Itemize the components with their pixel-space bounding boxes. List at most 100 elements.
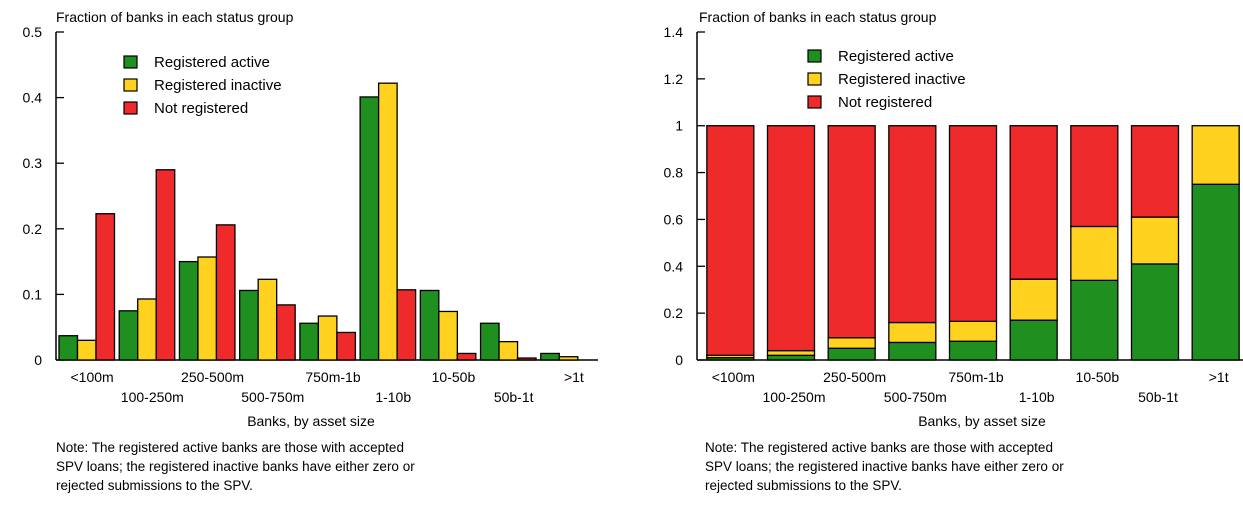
- bar: [76, 339, 97, 361]
- bar-segment: [1009, 319, 1058, 361]
- bar: [197, 256, 218, 361]
- legend-label: Not registered: [838, 94, 932, 111]
- x-tick-label: >1t: [564, 369, 584, 385]
- y-tick-label: 0.8: [664, 165, 684, 181]
- bar-segment: [948, 340, 998, 361]
- grouped-bar-chart: Fraction of banks in each status group 0 0…: [23, 9, 598, 429]
- x-tick-label: 50b-1t: [494, 389, 534, 405]
- x-tick-label: 50b-1t: [1138, 389, 1178, 405]
- bar-segment: [1009, 125, 1058, 280]
- bar: [95, 213, 116, 361]
- legend-swatch: [123, 78, 138, 92]
- bar-segment: [1070, 125, 1119, 228]
- x-tick-label: 500-750m: [884, 389, 947, 405]
- bar: [317, 315, 338, 361]
- bar: [540, 352, 560, 361]
- y-tick-label: 0.1: [23, 286, 43, 302]
- x-tick-label: 100-250m: [121, 389, 184, 405]
- bar-segment: [766, 354, 816, 361]
- y-tick-label: 0.2: [664, 305, 684, 321]
- x-tick-label: 250-500m: [181, 369, 244, 385]
- legend-swatch: [123, 55, 138, 69]
- bar-segment: [766, 349, 816, 356]
- bar-segment: [1009, 278, 1058, 321]
- chart-note: Note: The registered active banks are th…: [705, 440, 1064, 493]
- x-tick-label: 10-50b: [1076, 369, 1120, 385]
- stacked-bar-chart: Fraction of banks in each status group 0 0…: [664, 9, 1243, 429]
- bar: [377, 82, 398, 361]
- bar: [239, 289, 259, 361]
- bar-segment: [948, 320, 998, 342]
- y-tick-label: 1.4: [664, 24, 684, 40]
- y-tick-label: 0.3: [23, 155, 43, 171]
- x-tick-label: 250-500m: [823, 369, 886, 385]
- x-tick-label: 500-750m: [241, 389, 304, 405]
- x-tick-label: <100m: [712, 369, 755, 385]
- legend-label: Not registered: [154, 100, 248, 117]
- bar: [299, 322, 320, 361]
- bar: [419, 289, 440, 361]
- bar: [456, 352, 477, 361]
- bar-segment: [888, 321, 937, 344]
- bar-segment: [948, 125, 998, 322]
- x-axis-label: Banks, by asset size: [918, 413, 1046, 429]
- bar-segment: [1191, 183, 1240, 361]
- x-tick-label: 100-250m: [762, 389, 825, 405]
- x-tick-label: 10-50b: [432, 369, 476, 385]
- x-tick-label: 750m-1b: [305, 369, 360, 385]
- bar-segment: [888, 341, 937, 361]
- x-tick-label: 750m-1b: [948, 369, 1003, 385]
- bar: [58, 335, 79, 361]
- y-tick-label: 0: [675, 352, 683, 368]
- bar: [558, 356, 579, 361]
- bar: [215, 224, 236, 361]
- legend-label: Registered active: [838, 48, 954, 65]
- legend-label: Registered inactive: [154, 77, 282, 94]
- bar-segment: [1130, 263, 1180, 361]
- legend-swatch: [807, 72, 822, 86]
- legend-swatch: [807, 49, 822, 63]
- y-tick-label: 0: [34, 352, 42, 368]
- bar: [479, 322, 500, 361]
- stacked-bar-chart-panel: Fraction of banks in each status group 0 0…: [640, 0, 1243, 506]
- bar: [178, 260, 199, 361]
- legend-swatch: [123, 101, 138, 115]
- grouped-bar-chart-panel: Fraction of banks in each status group 0 0…: [0, 0, 620, 506]
- legend-swatch: [807, 95, 822, 109]
- bar: [516, 357, 537, 361]
- bar: [336, 331, 357, 361]
- bar-segment: [1130, 125, 1180, 218]
- y-tick-label: 0.4: [664, 258, 684, 274]
- bar: [359, 96, 380, 361]
- bar-segment: [827, 337, 876, 349]
- bar: [137, 298, 157, 361]
- x-axis-label: Banks, by asset size: [247, 413, 375, 429]
- bar-segment: [827, 125, 876, 339]
- bar-segment: [1070, 225, 1119, 281]
- bar: [257, 278, 278, 361]
- y-tick-label: 0.5: [23, 24, 43, 40]
- bar: [155, 169, 176, 361]
- x-tick-label: 1-10b: [375, 389, 411, 405]
- bar: [438, 310, 458, 361]
- y-tick-label: 1: [675, 118, 683, 134]
- y-tick-label: 1.2: [664, 71, 684, 87]
- chart-title: Fraction of banks in each status group: [699, 9, 937, 25]
- x-tick-label: >1t: [1209, 369, 1229, 385]
- bar: [276, 304, 296, 361]
- legend-label: Registered active: [154, 54, 270, 71]
- bar-segment: [706, 125, 755, 356]
- y-tick-label: 0.2: [23, 221, 43, 237]
- bar-segment: [1130, 216, 1180, 265]
- bar-segment: [888, 125, 937, 324]
- x-tick-label: <100m: [71, 369, 114, 385]
- bar-segment: [766, 125, 816, 352]
- bar-segment: [827, 347, 876, 361]
- x-tick-label: 1-10b: [1019, 389, 1055, 405]
- chart-note: Note: The registered active banks are th…: [56, 440, 415, 493]
- bar-segment: [1070, 279, 1119, 361]
- y-tick-label: 0.6: [664, 211, 684, 227]
- chart-title: Fraction of banks in each status group: [56, 9, 294, 25]
- legend-label: Registered inactive: [838, 71, 966, 88]
- bar-segment: [1191, 125, 1240, 185]
